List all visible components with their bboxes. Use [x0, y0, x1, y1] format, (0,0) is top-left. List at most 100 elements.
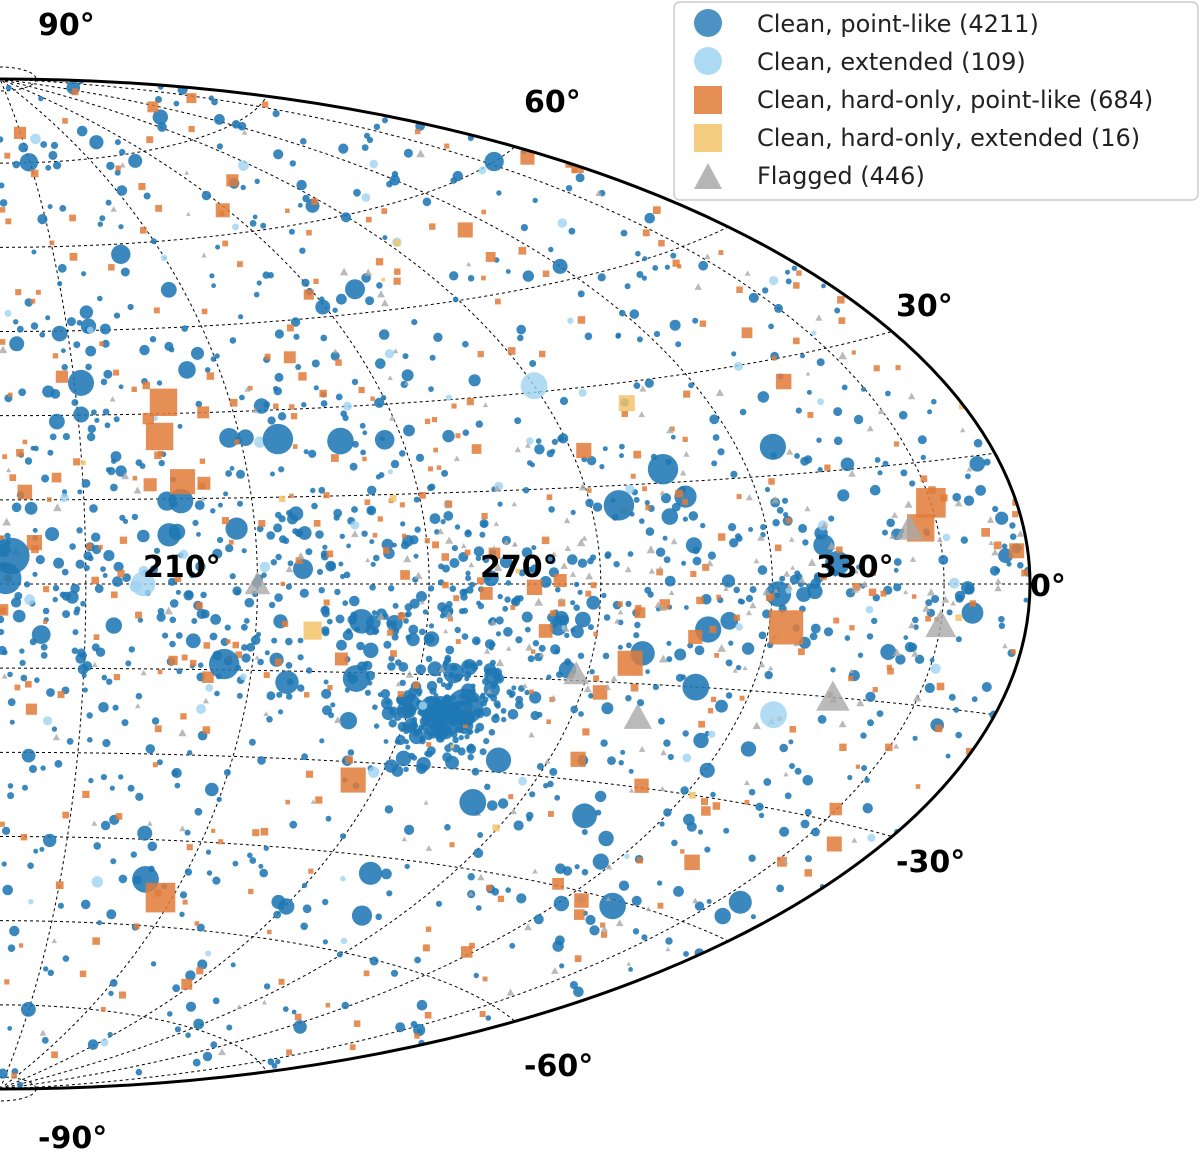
data-point-circle	[338, 561, 344, 567]
data-point-triangle	[742, 665, 748, 670]
data-point-triangle	[296, 552, 305, 559]
data-point-circle	[454, 626, 461, 634]
data-point-circle	[366, 136, 374, 144]
data-point-circle	[481, 520, 488, 527]
data-point-circle	[313, 385, 319, 391]
data-point-square	[445, 500, 453, 508]
data-point-square	[140, 227, 147, 234]
data-point-circle	[402, 353, 409, 360]
data-point-circle	[296, 179, 307, 191]
data-point-circle	[712, 434, 720, 441]
data-point-circle	[948, 693, 956, 701]
data-point-circle	[912, 735, 918, 741]
data-point-triangle	[559, 597, 564, 602]
data-point-triangle	[786, 583, 793, 590]
data-point-circle	[303, 449, 309, 455]
data-point-circle	[152, 109, 168, 125]
legend-label-clean-point-like: Clean, point-like (4211)	[757, 10, 1039, 38]
data-point-circle	[326, 618, 333, 625]
data-point-circle	[4, 309, 12, 317]
data-point-triangle	[623, 703, 652, 729]
data-point-circle	[316, 568, 324, 576]
data-point-square	[182, 899, 188, 905]
data-point-circle	[467, 275, 475, 282]
data-point-circle	[368, 766, 380, 778]
data-point-circle	[828, 515, 835, 522]
data-point-circle	[834, 307, 841, 314]
data-point-circle	[241, 623, 248, 631]
data-point-circle	[733, 361, 744, 371]
data-point-square	[587, 488, 592, 493]
data-point-circle	[236, 469, 245, 479]
data-point-circle	[416, 591, 427, 602]
data-point-square	[412, 681, 420, 689]
data-point-square	[617, 650, 643, 676]
data-point-circle	[293, 1020, 307, 1034]
data-point-square	[617, 601, 623, 607]
data-point-circle	[461, 633, 469, 640]
data-point-circle	[663, 808, 672, 817]
data-point-circle	[1, 861, 7, 867]
data-point-circle	[663, 556, 671, 564]
data-point-triangle	[950, 600, 956, 606]
data-point-circle	[209, 632, 218, 641]
data-point-circle	[466, 744, 477, 754]
data-point-square	[303, 289, 314, 300]
data-point-square	[308, 868, 314, 874]
data-point-triangle	[503, 539, 510, 545]
data-point-circle	[489, 659, 496, 666]
data-point-triangle	[525, 643, 534, 651]
data-point-circle	[552, 258, 568, 274]
data-point-triangle	[528, 731, 535, 738]
data-point-circle	[373, 554, 380, 562]
data-point-triangle	[893, 743, 900, 749]
data-point-circle	[664, 264, 671, 270]
data-point-circle	[310, 487, 316, 494]
data-point-circle	[57, 263, 67, 273]
data-point-circle	[584, 332, 593, 341]
data-point-circle	[549, 767, 558, 776]
data-point-circle	[898, 410, 908, 420]
data-point-circle	[249, 857, 257, 864]
data-point-circle	[300, 922, 309, 931]
data-point-square	[196, 967, 204, 975]
data-point-circle	[644, 212, 655, 224]
data-point-circle	[300, 138, 307, 145]
data-point-square	[442, 581, 449, 589]
data-point-square	[195, 602, 203, 610]
data-point-circle	[209, 273, 215, 279]
data-point-square	[5, 218, 12, 225]
data-point-circle	[229, 573, 236, 580]
data-point-circle	[360, 449, 366, 456]
data-point-square	[49, 240, 55, 246]
data-point-circle	[798, 523, 808, 533]
data-point-square	[115, 813, 123, 820]
data-point-circle	[342, 401, 352, 411]
data-point-square	[305, 770, 314, 778]
data-point-circle	[187, 750, 193, 756]
legend-marker-hard-point-like	[694, 86, 722, 114]
data-point-circle	[100, 820, 111, 831]
data-point-square	[777, 856, 787, 867]
data-point-circle	[552, 940, 564, 952]
data-point-circle	[178, 361, 196, 379]
data-point-square	[22, 439, 28, 445]
data-point-circle	[445, 394, 452, 401]
data-point-circle	[721, 574, 736, 588]
data-point-circle	[423, 631, 440, 647]
data-point-circle	[340, 937, 348, 945]
data-point-circle	[945, 753, 951, 759]
data-point-circle	[273, 149, 284, 160]
data-point-square	[486, 884, 493, 891]
data-point-circle	[131, 513, 139, 521]
data-point-triangle	[477, 873, 485, 881]
data-point-triangle	[617, 609, 624, 615]
data-point-circle	[423, 730, 434, 741]
data-point-square	[969, 600, 976, 607]
data-point-circle	[335, 614, 345, 624]
data-point-square	[133, 923, 140, 930]
data-point-triangle	[534, 597, 544, 606]
data-point-circle	[356, 641, 365, 651]
data-point-circle	[43, 716, 53, 726]
data-point-circle	[77, 663, 89, 675]
